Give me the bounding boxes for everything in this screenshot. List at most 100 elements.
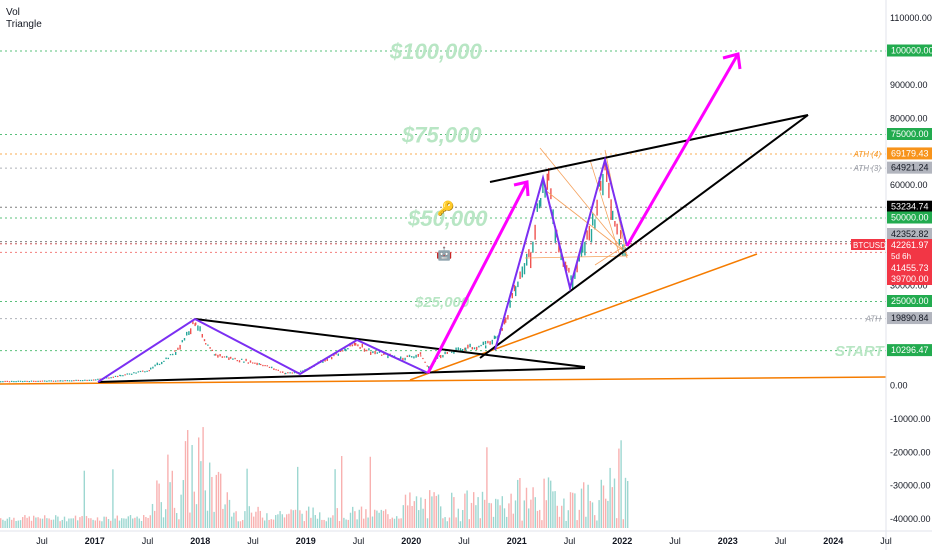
volume-bar [94,520,96,528]
price-candle [411,356,413,358]
volume-bar [160,502,162,528]
volume-bar [72,518,74,528]
price-label: 39700.00 [891,274,929,284]
price-candle [249,360,252,363]
volume-bar [536,510,539,528]
price-label-box [887,344,932,357]
price-candle [199,326,201,332]
volume-bar [195,504,198,528]
volume-bar [371,516,374,528]
volume-bar [486,447,488,528]
volume-bar [213,511,215,528]
volume-bar [81,516,83,528]
price-candle [594,219,596,230]
volume-bar [325,521,327,528]
volume-bar [576,520,578,528]
price-candle [554,226,556,243]
volume-bar [206,510,209,528]
volume-bar [539,509,541,528]
volume-bar [396,516,398,528]
volume-bar [519,478,521,528]
volume-bar [618,448,620,528]
volume-bar [226,492,228,528]
price-tick: -10000.00 [890,414,931,424]
price-candle [277,369,279,371]
volume-bar [501,496,503,528]
price-label-box [887,211,932,224]
price-candle [485,345,487,349]
volume-bar [50,519,52,528]
volume-bar [514,500,517,528]
volume-bar [360,506,363,528]
price-label: 64921.24 [891,163,929,173]
volume-bar [255,511,257,528]
price-candle [169,354,172,356]
volume-bar [503,508,506,528]
price-candle [534,224,536,240]
price-candle [35,380,37,383]
volume-bar [253,516,255,528]
price-candle [532,241,534,253]
price-candle [172,353,174,356]
price-candle [142,370,144,372]
volume-bar [169,482,171,528]
price-candle [424,361,426,363]
triangle-drawing-label[interactable]: Triangle [6,19,42,30]
price-candle [99,378,101,380]
price-candle [273,368,275,371]
volume-bar [180,494,182,528]
price-candle [279,371,282,373]
price-candle [119,374,121,377]
ath-note: ATH (4) [853,150,882,159]
price-candle [82,380,84,382]
volume-bar [490,503,492,528]
volume-bar [165,509,167,528]
price-candle [120,375,122,377]
volume-bar [378,512,380,528]
time-tick: 2019 [296,536,316,546]
price-candle [428,366,430,369]
price-candle [137,371,139,373]
volume-bar [622,519,624,528]
price-candle [256,362,258,366]
price-candle [600,180,602,191]
volume-bar [391,517,393,528]
volume-bar [470,502,473,528]
price-candle [161,361,163,365]
volume-bar [521,520,523,528]
price-candle [179,344,181,350]
price-candle [128,373,131,375]
price-tick: 0.00 [890,381,908,391]
price-candle [558,243,560,253]
price-candle [88,379,90,381]
price-label-box [887,239,932,251]
volume-indicator-label[interactable]: Vol [6,7,20,18]
price-label: 53234.74 [891,202,929,212]
volume-bar [418,510,420,528]
price-candle [509,300,511,308]
volume-bar [105,516,107,528]
price-candle [333,354,335,357]
fib-fan-line [539,147,629,257]
volume-bar [517,479,519,528]
price-candle [570,275,572,281]
cycle-pattern-line [97,317,429,383]
price-candle [402,357,404,361]
price-candle [84,379,86,381]
price-label: 69179.43 [891,148,929,158]
volume-bar [369,456,371,528]
volume-bar [28,516,30,528]
volume-bar [440,506,442,528]
price-candle [366,349,368,352]
price-candle [476,346,478,350]
volume-bar [479,518,481,528]
volume-bar [415,496,418,528]
price-tick: 110000.00 [890,13,932,23]
price-candle [211,349,213,352]
volume-bar [565,520,567,528]
price-candle [195,322,197,325]
volume-bar [96,517,99,528]
price-candle [75,379,77,381]
volume-bar [345,519,347,528]
